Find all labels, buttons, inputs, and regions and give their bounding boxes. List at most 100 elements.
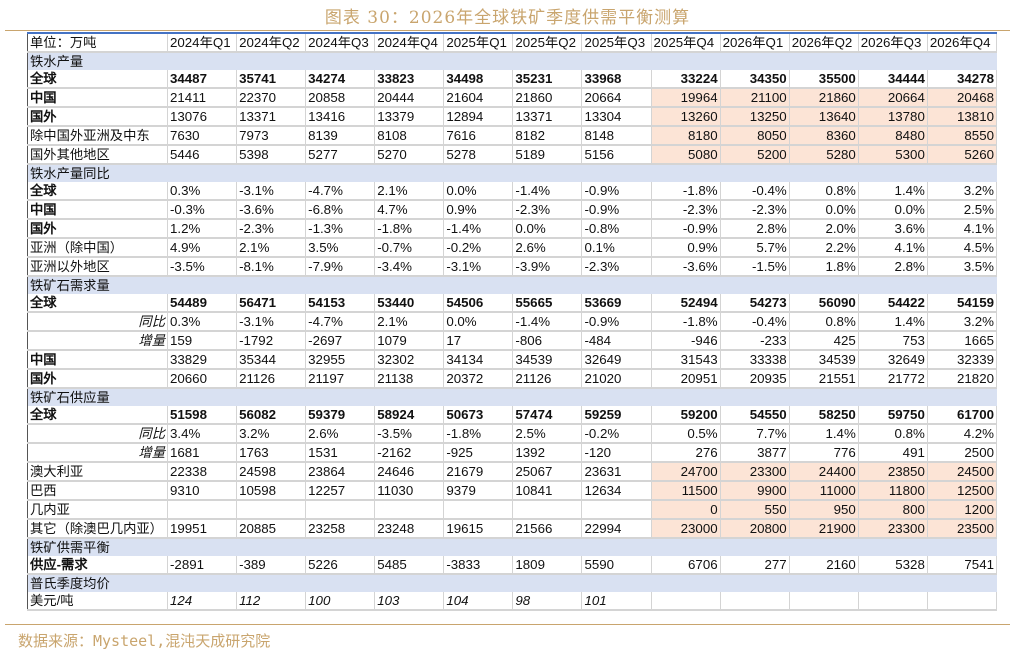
cell-value: 5156: [581, 145, 652, 165]
cell-value: 0.0%: [789, 200, 859, 220]
cell-value: -1.8%: [651, 182, 721, 201]
cell-value: 53440: [374, 294, 445, 313]
cell-value: 3.2%: [927, 182, 998, 201]
cell-value: 21566: [512, 519, 583, 539]
row-label: 除中国外亚洲及中东: [27, 126, 168, 146]
cell-value: -0.9%: [581, 182, 652, 201]
row-label: 其它（除澳巴几内亚）: [27, 519, 168, 539]
cell-value: 19964: [651, 88, 721, 108]
cell-value: 3.4%: [167, 424, 238, 444]
row-label: 中国: [27, 88, 168, 108]
table-row: 国外 20660 21126 21197 21138 20372 21126 21020 209…: [27, 369, 998, 389]
cell-value: 35344: [236, 350, 307, 370]
cell-value: -1.4%: [443, 219, 514, 239]
cell-value: 0.5%: [651, 424, 721, 444]
cell-value: 2.2%: [789, 238, 859, 258]
cell-value: 23631: [581, 462, 652, 482]
cell-value: 7.7%: [720, 424, 790, 444]
cell-value: 8050: [720, 126, 790, 146]
cell-value: 23248: [374, 519, 445, 539]
cell-value: 0.3%: [167, 312, 238, 332]
cell-value: 12257: [305, 481, 376, 501]
cell-value: 5189: [512, 145, 583, 165]
cell-value: 54153: [305, 294, 376, 313]
cell-value: 159: [167, 331, 238, 351]
cell-value: 0.9%: [443, 200, 514, 220]
cell-value: 7973: [236, 126, 307, 146]
cell-value: 5080: [651, 145, 721, 165]
cell-value: 32649: [581, 350, 652, 370]
column-header: 2026年Q3: [858, 33, 928, 53]
cell-value: 0.8%: [789, 182, 859, 201]
iron-ore-balance-table: 单位：万吨 2024年Q1 2024年Q2 2024年Q3 2024年Q4 2025年Q…: [27, 32, 998, 611]
cell-value: 20935: [720, 369, 790, 389]
cell-value: 1665: [927, 331, 998, 351]
cell-value: 1763: [236, 443, 307, 463]
cell-value: 35231: [512, 70, 583, 89]
column-header: 2025年Q4: [651, 33, 721, 53]
cell-value: 13640: [789, 107, 859, 127]
cell-value: 21411: [167, 88, 238, 108]
cell-value: 6706: [651, 556, 721, 575]
cell-value: 3.2%: [236, 424, 307, 444]
column-header: 2025年Q3: [581, 33, 652, 53]
column-header: 2024年Q4: [374, 33, 445, 53]
cell-value: 98: [512, 592, 583, 611]
cell-value: 59750: [858, 406, 928, 425]
section-header-row: 铁水产量同比: [27, 164, 997, 182]
table-row: 亚洲（除中国） 4.9% 2.1% 3.5% -0.7% -0.2% 2.6% 0.1% 0.9…: [27, 238, 998, 258]
cell-value: 0.8%: [858, 424, 928, 444]
table-row: 供应-需求 -2891 -389 5226 5485 -3833 1809 5590 6706 2…: [27, 556, 998, 575]
cell-value: -3.1%: [236, 182, 307, 201]
cell-value: 59379: [305, 406, 376, 425]
row-label: 同比: [27, 312, 168, 332]
cell-value: 2160: [789, 556, 859, 575]
cell-value: 23864: [305, 462, 376, 482]
cell-value: 5278: [443, 145, 514, 165]
cell-value: 3.5%: [305, 238, 376, 258]
cell-value: 1.4%: [858, 182, 928, 201]
cell-value: 20951: [651, 369, 721, 389]
cell-value: -0.3%: [167, 200, 238, 220]
cell-value: [305, 500, 376, 520]
row-label: 巴西: [27, 481, 168, 501]
cell-value: 19951: [167, 519, 238, 539]
cell-value: 21679: [443, 462, 514, 482]
cell-value: 4.2%: [927, 424, 998, 444]
cell-value: 24598: [236, 462, 307, 482]
cell-value: 7541: [927, 556, 998, 575]
table-row: 中国 33829 35344 32955 32302 34134 34539 32649 315…: [27, 350, 998, 370]
cell-value: 112: [236, 592, 307, 611]
cell-value: -6.8%: [305, 200, 376, 220]
cell-value: 20468: [927, 88, 998, 108]
cell-value: 425: [789, 331, 859, 351]
cell-value: 1.4%: [789, 424, 859, 444]
cell-value: -7.9%: [305, 257, 376, 277]
row-label: 增量: [27, 443, 168, 463]
section-title: 铁矿石供应量: [27, 388, 997, 406]
cell-value: -484: [581, 331, 652, 351]
cell-value: 59259: [581, 406, 652, 425]
column-header: 2026年Q4: [927, 33, 998, 53]
table-row: 亚洲以外地区 -3.5% -8.1% -7.9% -3.4% -3.1% -3.9% -2.3…: [27, 257, 998, 277]
cell-value: 0.8%: [789, 312, 859, 332]
cell-value: -806: [512, 331, 583, 351]
cell-value: 1079: [374, 331, 445, 351]
cell-value: 3.6%: [858, 219, 928, 239]
cell-value: 0.0%: [443, 182, 514, 201]
cell-value: [858, 592, 928, 611]
cell-value: 24700: [651, 462, 721, 482]
cell-value: 8360: [789, 126, 859, 146]
cell-value: 2.1%: [236, 238, 307, 258]
cell-value: 19615: [443, 519, 514, 539]
row-label: 同比: [27, 424, 168, 444]
cell-value: 12634: [581, 481, 652, 501]
source-note: 数据来源：Mysteel,混沌天成研究院: [18, 632, 271, 650]
cell-value: 1531: [305, 443, 376, 463]
cell-value: -4.7%: [305, 312, 376, 332]
cell-value: 2500: [927, 443, 998, 463]
cell-value: 7630: [167, 126, 238, 146]
cell-value: 11030: [374, 481, 445, 501]
cell-value: 61700: [927, 406, 998, 425]
row-label: 全球: [27, 70, 168, 89]
